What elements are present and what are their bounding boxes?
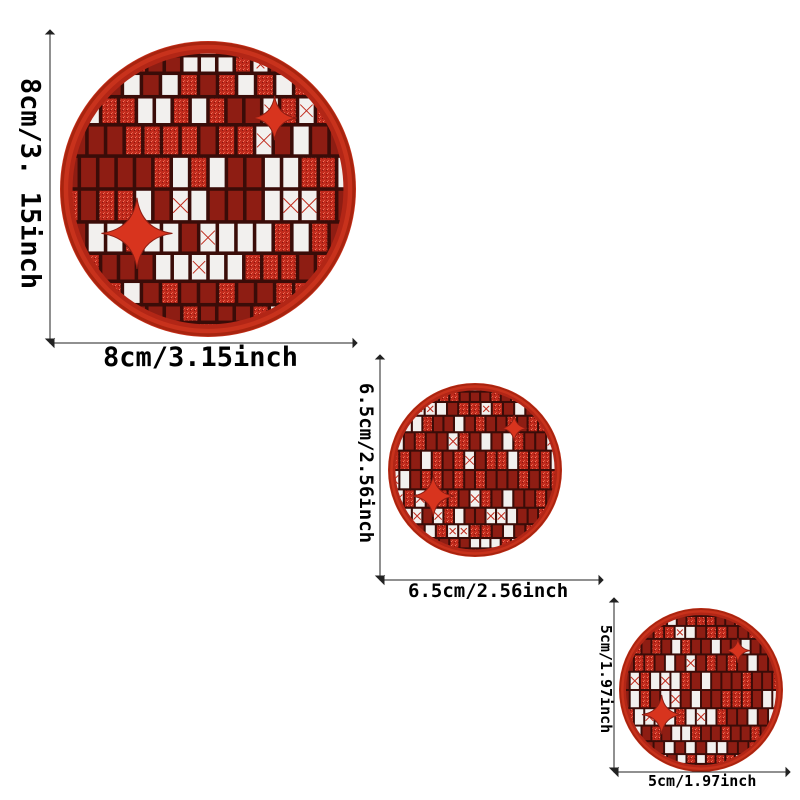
large-width-label: 8cm/3.15inch xyxy=(103,342,299,373)
medium-disco-ball-patch xyxy=(388,383,562,557)
large-height-label: 8cm/3. 15inch xyxy=(14,77,46,290)
large-disco-ball-patch xyxy=(60,41,356,337)
small-height-label: 5cm/1.97inch xyxy=(597,624,615,734)
small-width-label: 5cm/1.97inch xyxy=(648,772,757,790)
small-disco-ball-patch xyxy=(619,608,783,772)
medium-width-label: 6.5cm/2.56inch xyxy=(408,580,569,602)
medium-height-label: 6.5cm/2.56inch xyxy=(355,382,377,544)
